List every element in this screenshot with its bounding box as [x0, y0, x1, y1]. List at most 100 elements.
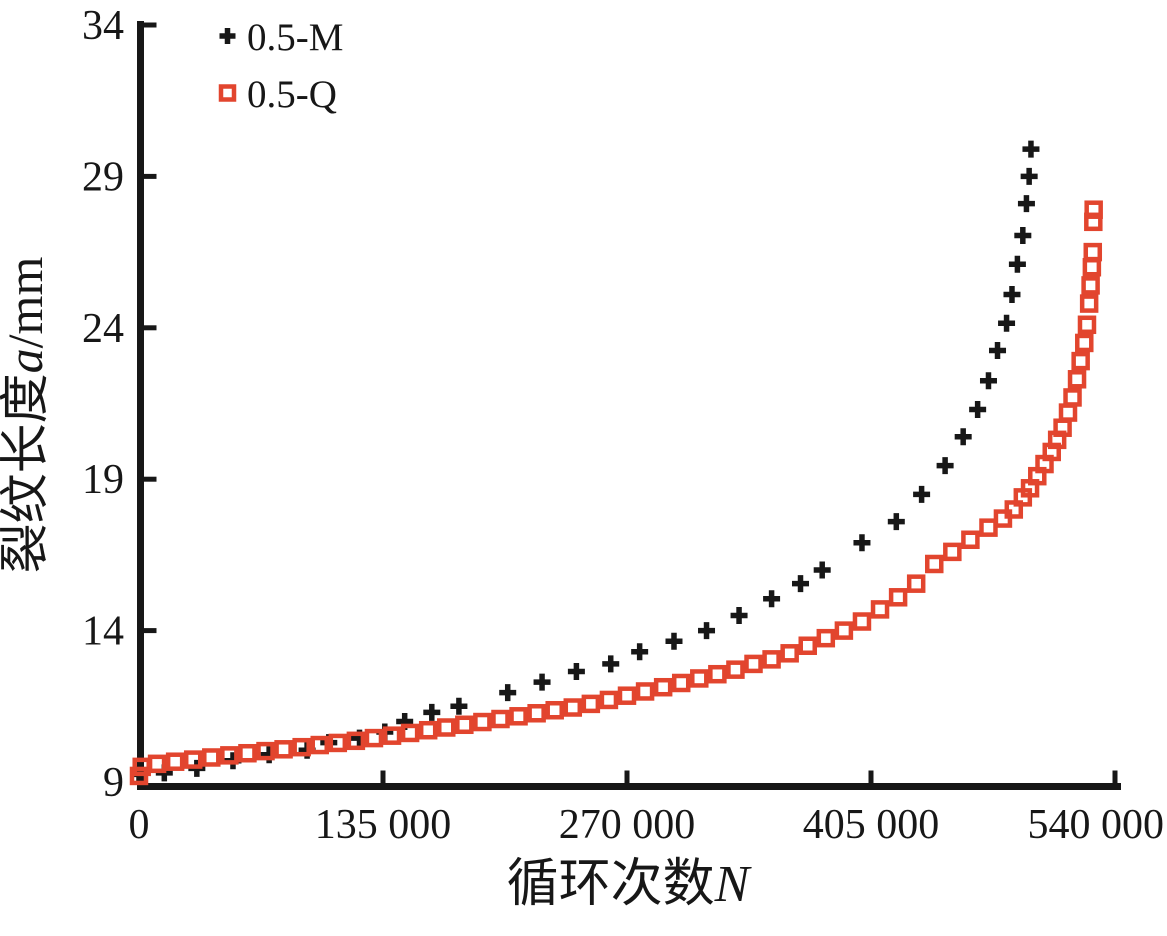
axes-layer — [137, 21, 1121, 790]
marker-plus — [792, 575, 810, 593]
marker-open-square — [491, 709, 510, 729]
marker-open-square — [202, 748, 221, 767]
marker-plus — [631, 643, 649, 661]
marker-open-square — [870, 600, 890, 619]
y-tick-label: 29 — [82, 154, 124, 200]
marker-open-square — [852, 612, 872, 631]
marker-open-square — [455, 715, 474, 735]
marker-open-square — [744, 654, 763, 674]
marker-open-square — [1084, 200, 1103, 219]
tick-label-layer: 9 14 19 24 29 34 0 135 000 270 000 405 000 540 000 — [82, 3, 1164, 848]
legend-label-05Q: 0.5-Q — [247, 73, 337, 116]
marker-plus — [1014, 226, 1032, 244]
x-tick-label: 405 000 — [803, 802, 940, 848]
marker-open-square — [220, 746, 239, 765]
marker-plus — [998, 314, 1016, 332]
marker-plus — [954, 428, 972, 446]
marker-open-square — [906, 574, 926, 593]
marker-open-square — [238, 743, 257, 763]
x-tick-label: 270 000 — [559, 802, 696, 848]
marker-plus — [813, 561, 831, 579]
marker-open-square — [925, 554, 944, 574]
marker-open-square — [961, 530, 980, 550]
marker-open-square — [617, 686, 637, 705]
marker-open-square — [147, 754, 167, 774]
marker-plus — [730, 606, 748, 624]
marker-open-square — [328, 733, 348, 753]
marker-open-square — [762, 650, 781, 669]
marker-open-square — [563, 698, 583, 717]
marker-open-square — [1053, 418, 1072, 437]
marker-plus — [1008, 255, 1026, 273]
marker-plus — [602, 655, 620, 673]
marker-open-square — [1079, 294, 1099, 313]
marker-open-square — [798, 636, 817, 655]
marker-open-square — [274, 740, 293, 759]
marker-open-square — [400, 723, 420, 743]
marker-open-square — [780, 644, 799, 663]
marker-plus — [423, 703, 441, 721]
marker-open-square — [653, 677, 673, 697]
marker-plus — [450, 697, 468, 715]
marker-open-square — [1063, 388, 1082, 407]
marker-open-square — [310, 735, 329, 755]
marker-open-square — [364, 728, 384, 748]
marker-open-square — [418, 720, 438, 740]
marker-open-square — [726, 660, 745, 679]
marker-plus — [979, 372, 997, 390]
marker-open-square — [708, 664, 727, 684]
marker-plus — [1003, 285, 1021, 303]
marker-plus — [887, 513, 905, 531]
marker-open-square — [671, 673, 691, 693]
marker-open-square — [979, 518, 998, 537]
marker-open-square — [1067, 370, 1087, 389]
series-layer — [129, 140, 1103, 786]
marker-plus — [499, 684, 517, 702]
y-tick-label: 24 — [82, 306, 124, 352]
marker-plus — [665, 632, 683, 650]
marker-open-square — [943, 542, 962, 562]
y-axis-title: 裂纹长度a/mm — [0, 257, 53, 574]
marker-plus — [1017, 195, 1035, 213]
marker-open-square — [1083, 242, 1103, 262]
marker-plus — [763, 590, 781, 608]
marker-plus — [567, 662, 585, 680]
marker-open-square — [165, 752, 185, 771]
y-tick-label: 19 — [82, 457, 124, 503]
series-0.5-Q — [129, 200, 1103, 786]
marker-open-square — [346, 731, 366, 751]
y-tick-label: 9 — [103, 760, 124, 806]
marker-open-square — [690, 669, 709, 688]
marker-open-square — [473, 712, 492, 732]
marker-open-square — [599, 690, 619, 710]
marker-plus — [989, 342, 1007, 360]
marker-open-square — [382, 726, 402, 745]
marker-open-square — [888, 588, 908, 607]
legend-plus-marker-icon — [219, 28, 236, 44]
marker-plus — [1022, 140, 1040, 158]
marker-plus — [853, 534, 871, 552]
marker-open-square — [834, 621, 854, 640]
x-tick-label: 0 — [129, 802, 150, 848]
marker-open-square — [1077, 315, 1097, 335]
marker-open-square — [545, 700, 564, 720]
y-tick-label: 34 — [82, 3, 124, 49]
marker-open-square — [256, 741, 275, 761]
legend: 0.5-M 0.5-Q — [218, 16, 343, 116]
marker-open-square — [292, 737, 311, 757]
x-tick-label: 135 000 — [315, 802, 452, 848]
marker-open-square — [527, 704, 546, 723]
marker-open-square — [581, 694, 601, 714]
marker-open-square — [1058, 403, 1078, 422]
marker-open-square — [183, 750, 203, 769]
marker-plus — [533, 673, 551, 691]
y-tick-label: 14 — [82, 609, 124, 655]
marker-plus — [698, 622, 716, 640]
axis-lines — [137, 21, 1121, 790]
marker-plus — [1020, 167, 1038, 185]
legend-label-05M: 0.5-M — [247, 16, 343, 59]
marker-open-square — [437, 718, 456, 737]
marker-open-square — [1082, 257, 1102, 277]
marker-open-square — [1075, 333, 1094, 353]
x-axis-title: 循环次数N — [507, 856, 753, 913]
